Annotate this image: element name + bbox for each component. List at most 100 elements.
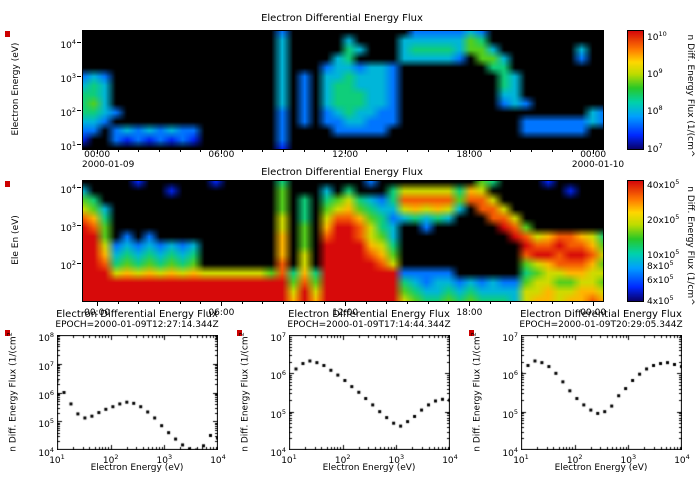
tick-label: 20x105 xyxy=(647,213,680,227)
tick-label: 104 xyxy=(674,453,690,466)
profile-1-title: Electron Differential Energy Flux xyxy=(56,309,218,320)
tick-mark xyxy=(407,302,409,304)
tick-label: 105 xyxy=(270,407,286,421)
tick-label: 104 xyxy=(502,446,518,459)
middle-colorbar[interactable] xyxy=(627,180,644,302)
tick-label: 104 xyxy=(38,446,54,459)
tick-label: 107 xyxy=(38,359,54,373)
tick-mark xyxy=(241,150,243,152)
tick-mark xyxy=(303,150,305,152)
tick-mark xyxy=(221,150,223,154)
tick-label: 101 xyxy=(281,453,297,466)
tick-label: 104 xyxy=(210,453,226,466)
tick-label: 104 xyxy=(442,453,458,466)
tick-label: 109 xyxy=(647,67,663,81)
tick-label: 00:00 xyxy=(580,308,607,318)
tick-mark xyxy=(303,302,305,304)
profile-2-plot[interactable] xyxy=(289,335,450,450)
tick-mark xyxy=(179,150,181,152)
tick-mark xyxy=(179,302,181,304)
tick-mark xyxy=(510,150,512,152)
warning-marker-profile-1[interactable] xyxy=(5,330,10,336)
tick-mark xyxy=(77,76,81,78)
tick-label: 107 xyxy=(647,141,663,155)
tick-mark xyxy=(469,150,471,154)
tick-label: 103 xyxy=(60,72,76,86)
tick-mark xyxy=(386,302,388,304)
tick-label: 101 xyxy=(60,140,76,154)
tick-label: 104 xyxy=(60,183,76,197)
top-axis-date-right: 2000-01-10 xyxy=(571,160,625,170)
middle-spectrogram-ylabel: Ele En (eV) xyxy=(11,215,21,265)
warning-marker-top-panel[interactable] xyxy=(5,31,10,37)
tick-mark xyxy=(77,144,81,146)
tick-label: 102 xyxy=(60,106,76,120)
tick-mark xyxy=(324,150,326,152)
tick-label: 102 xyxy=(102,453,119,466)
profile-3-title: Electron Differential Energy Flux xyxy=(520,309,682,320)
tick-label: 104 xyxy=(60,37,76,51)
tick-label: 10x105 xyxy=(647,247,680,261)
profile-1-plot[interactable] xyxy=(57,335,218,450)
tick-mark xyxy=(97,302,99,306)
tick-mark xyxy=(200,302,202,304)
warning-marker-profile-3[interactable] xyxy=(469,330,474,336)
tick-mark xyxy=(365,302,367,304)
tick-mark xyxy=(572,302,574,304)
tick-mark xyxy=(407,150,409,152)
profile-3-plot[interactable] xyxy=(521,335,682,450)
tick-label: 6x105 xyxy=(647,273,674,287)
tick-mark xyxy=(510,302,512,304)
tick-mark xyxy=(77,262,81,264)
tick-mark xyxy=(283,302,285,304)
tick-mark xyxy=(159,150,161,152)
tick-label: 06:00 xyxy=(208,150,235,160)
tick-mark xyxy=(427,302,429,304)
tick-label: 4x105 xyxy=(647,293,674,307)
tick-mark xyxy=(77,110,81,112)
tick-mark xyxy=(97,150,99,154)
tick-mark xyxy=(593,150,595,154)
top-colorbar[interactable] xyxy=(627,30,644,150)
tick-mark xyxy=(159,302,161,304)
profile-1-xlabel: Electron Energy (eV) xyxy=(90,463,184,473)
tick-mark xyxy=(469,302,471,306)
warning-marker-middle-panel[interactable] xyxy=(5,181,10,187)
top-spectrogram-title: Electron Differential Energy Flux xyxy=(261,13,423,24)
tick-mark xyxy=(593,302,595,306)
warning-marker-profile-2[interactable] xyxy=(237,330,242,336)
tick-label: 103 xyxy=(60,221,76,234)
profile-2-ylabel: n Diff. Energy Flux (1/(cm2 xyxy=(237,332,251,452)
tick-mark xyxy=(345,150,347,154)
tick-mark xyxy=(200,150,202,152)
tick-label: 103 xyxy=(156,453,173,466)
tick-mark xyxy=(77,41,81,43)
tick-label: 40x105 xyxy=(647,178,680,192)
tick-label: 102 xyxy=(60,258,76,272)
tick-mark xyxy=(531,150,533,152)
top-colorbar-label: n Diff. Energy Flux (1/(cm^ xyxy=(685,34,695,158)
tick-label: 1010 xyxy=(647,29,667,43)
tick-mark xyxy=(241,302,243,304)
tick-mark xyxy=(345,302,347,306)
tick-label: 101 xyxy=(49,453,65,466)
tick-mark xyxy=(77,225,81,226)
top-spectrogram-plot[interactable] xyxy=(82,30,604,150)
profile-1-epoch: EPOCH=2000-01-09T12:27:14.344Z xyxy=(55,320,219,330)
tick-mark xyxy=(427,150,429,152)
tick-mark xyxy=(262,302,264,304)
middle-colorbar-label: n Diff. Energy Flux (1/cm^ xyxy=(685,186,695,306)
tick-label: 00:00 xyxy=(84,150,111,160)
top-axis-date-left: 2000-01-09 xyxy=(82,160,135,170)
profile-2-title: Electron Differential Energy Flux xyxy=(288,309,450,320)
tick-mark xyxy=(448,150,450,152)
middle-spectrogram-title: Electron Differential Energy Flux xyxy=(261,167,423,178)
profile-3-xlabel: Electron Energy (eV) xyxy=(554,463,648,473)
profile-3-epoch: EPOCH=2000-01-09T20:29:05.344Z xyxy=(519,320,683,330)
tick-mark xyxy=(138,150,140,152)
middle-spectrogram-plot[interactable] xyxy=(82,180,604,302)
tick-label: 102 xyxy=(334,453,351,466)
tick-label: 12:00 xyxy=(332,150,359,160)
tick-mark xyxy=(262,150,264,152)
tick-label: 106 xyxy=(270,369,286,383)
